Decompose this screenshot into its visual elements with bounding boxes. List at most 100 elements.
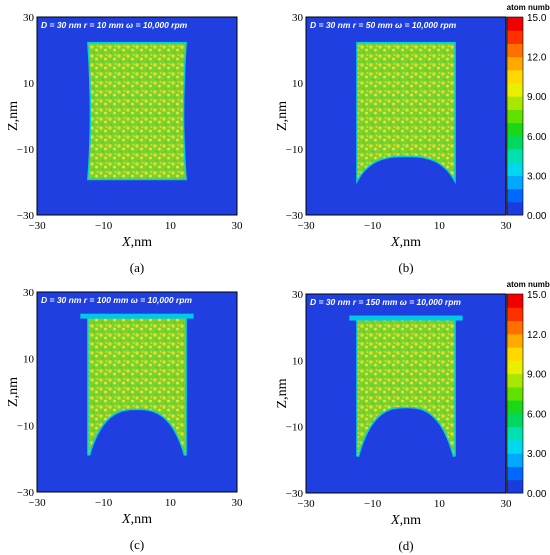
colorbar-swatch — [507, 294, 523, 308]
y-tick-label: 10 — [23, 354, 35, 366]
colorbar-swatch — [507, 426, 523, 441]
density-region — [88, 43, 186, 179]
panel-annotation: D = 30 nm r = 50 mm ω = 10,000 rpm — [310, 20, 457, 30]
y-tick-label: 30 — [292, 289, 304, 301]
x-tick-label: −30 — [28, 220, 46, 232]
colorbar: atom number15.0 12.0 9.00 6.00 3.00 0.00 — [507, 280, 550, 500]
colorbar-swatch — [507, 333, 523, 348]
colorbar-swatch — [507, 479, 523, 494]
x-tick-label: −30 — [297, 498, 315, 510]
panel-label: (d) — [398, 538, 413, 553]
top-rim — [80, 313, 194, 319]
colorbar-tick-label: 3.00 — [527, 171, 547, 182]
colorbar-swatch — [507, 201, 523, 216]
colorbar-swatch — [507, 109, 523, 124]
y-tick-label: −10 — [17, 420, 35, 432]
panel-label: (b) — [398, 260, 413, 275]
colorbar-swatch — [507, 17, 523, 31]
colorbar-swatch — [507, 43, 523, 58]
colorbar-title: atom number — [507, 280, 550, 289]
x-tick-label: 30 — [501, 498, 513, 510]
x-tick-label: −30 — [297, 220, 315, 232]
y-tick-label: −30 — [286, 488, 304, 500]
y-tick-label: −10 — [286, 422, 304, 434]
plot-frame — [36, 16, 238, 216]
colorbar-swatch — [507, 373, 523, 388]
panel-label: (c) — [130, 537, 144, 552]
colorbar: atom number15.0 12.0 9.00 6.00 3.00 0.00 — [507, 3, 550, 222]
y-tick-label: 10 — [292, 355, 304, 367]
panel-annotation: D = 30 nm r = 100 mm ω = 10,000 rpm — [41, 295, 192, 305]
colorbar-swatch — [507, 30, 523, 44]
colorbar-tick-label: 3.00 — [527, 449, 547, 460]
y-axis-title: Z,nm — [6, 377, 21, 407]
x-tick-label: −30 — [28, 497, 46, 509]
y-tick-label: 10 — [292, 78, 304, 90]
colorbar-tick-label: 15.0 — [527, 13, 547, 24]
chart-panel-b: D = 30 nm r = 50 mm ω = 10,000 rpm 30 10 −1… — [275, 12, 512, 275]
colorbar-tick-label: 0.00 — [527, 489, 547, 500]
x-axis-title: X,nm — [121, 235, 152, 250]
colorbar-swatch — [507, 175, 523, 190]
panel-annotation: D = 30 nm r = 10 mm ω = 10,000 rpm — [41, 20, 188, 30]
colorbar-tick-label: 6.00 — [527, 409, 547, 420]
chart-panel-c: D = 30 nm r = 100 mm ω = 10,000 rpm 30 10 −… — [6, 287, 243, 552]
colorbar-swatch — [507, 453, 523, 467]
x-axis-title: X,nm — [390, 513, 421, 528]
y-axis-title: Z,nm — [275, 378, 290, 408]
plot-frame — [305, 16, 507, 216]
x-tick-label: −10 — [364, 220, 382, 232]
colorbar-tick-label: 12.0 — [527, 53, 547, 64]
colorbar-swatch — [507, 307, 523, 322]
y-tick-label: 30 — [23, 287, 35, 299]
y-axis-title: Z,nm — [275, 101, 290, 131]
x-axis-title: X,nm — [390, 235, 421, 250]
colorbar-tick-label: 6.00 — [527, 132, 547, 143]
x-tick-label: 30 — [232, 220, 244, 232]
colorbar-tick-label: 12.0 — [527, 330, 547, 341]
panel-annotation: D = 30 nm r = 150 mm ω = 10,000 rpm — [310, 297, 461, 307]
top-rim — [349, 315, 463, 321]
colorbar-frame — [506, 16, 524, 216]
x-tick-label: 10 — [434, 220, 446, 232]
colorbar-swatch — [507, 386, 523, 401]
colorbar-tick-label: 9.00 — [527, 92, 547, 103]
colorbar-swatch — [507, 413, 523, 428]
colorbar-swatch — [507, 83, 523, 97]
colorbar-swatch — [507, 360, 523, 375]
plot-frame — [305, 293, 507, 494]
x-axis-title: X,nm — [121, 512, 152, 527]
chart-panel-a: D = 30 nm r = 10 mm ω = 10,000 rpm 30 10 −1… — [6, 12, 243, 275]
panel-label: (a) — [130, 260, 144, 275]
x-tick-label: 30 — [232, 497, 244, 509]
colorbar-frame — [506, 293, 524, 494]
colorbar-swatch — [507, 122, 523, 137]
x-tick-label: −10 — [95, 497, 113, 509]
colorbar-swatch — [507, 96, 523, 110]
colorbar-swatch — [507, 135, 523, 150]
plot-frame — [36, 291, 238, 493]
y-tick-label: −30 — [17, 210, 35, 222]
colorbar-tick-label: 15.0 — [527, 290, 547, 301]
colorbar-swatch — [507, 149, 523, 163]
colorbar-swatch — [507, 466, 523, 481]
y-axis-title: Z,nm — [6, 101, 21, 131]
x-tick-label: 10 — [434, 498, 446, 510]
y-tick-label: −30 — [17, 487, 35, 499]
y-tick-label: −10 — [17, 144, 35, 156]
x-tick-label: 10 — [165, 497, 177, 509]
x-tick-label: −10 — [95, 220, 113, 232]
x-tick-label: −10 — [364, 498, 382, 510]
colorbar-tick-label: 0.00 — [527, 211, 547, 222]
colorbar-swatch — [507, 56, 523, 71]
density-region — [357, 43, 455, 179]
colorbar-swatch — [507, 347, 523, 361]
colorbar-swatch — [507, 162, 523, 176]
y-tick-label: 10 — [23, 78, 35, 90]
density-region — [357, 320, 455, 457]
colorbar-swatch — [507, 320, 523, 335]
chart-panel-d: D = 30 nm r = 150 mm ω = 10,000 rpm 30 10 −… — [275, 289, 512, 553]
colorbar-swatch — [507, 188, 523, 203]
colorbar-swatch — [507, 439, 523, 454]
